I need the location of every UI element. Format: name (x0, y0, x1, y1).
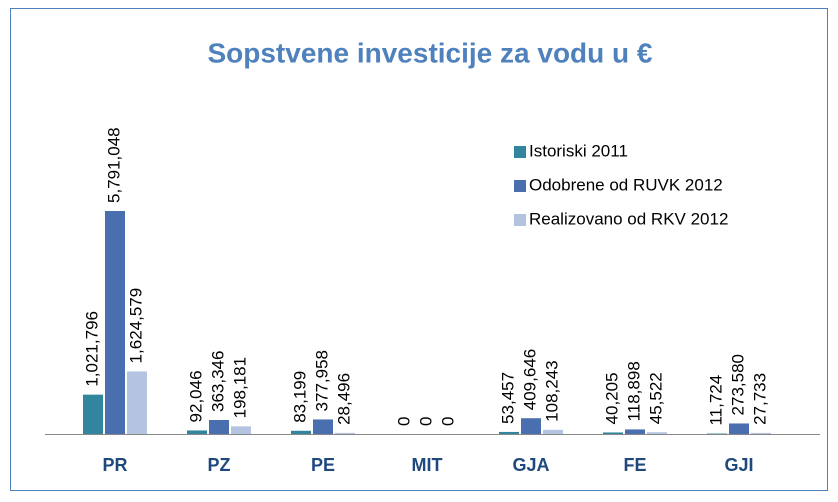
data-label: 45,522 (646, 372, 665, 424)
x-tick-label: GJI (724, 455, 753, 475)
chart-title: Sopstvene investicije za vodu u € (207, 37, 652, 68)
x-tick-label: MIT (412, 455, 443, 475)
bar (209, 420, 229, 434)
data-label: 1,021,796 (82, 311, 101, 387)
data-label: 1,624,579 (126, 288, 145, 364)
bar (729, 423, 749, 434)
data-label: 108,243 (542, 360, 561, 421)
legend-label: Realizovano od RKV 2012 (529, 209, 728, 228)
bar (543, 429, 563, 434)
x-tick-label: PR (102, 455, 127, 475)
bar (647, 432, 667, 434)
legend-label: Istoriski 2011 (529, 141, 628, 160)
data-label: 40,205 (602, 372, 621, 424)
legend-swatch (514, 180, 526, 192)
bar (291, 430, 311, 434)
bar (187, 430, 207, 434)
data-label: 118,898 (624, 361, 643, 421)
x-tick-label: FE (623, 455, 646, 475)
data-label: 53,457 (498, 372, 517, 424)
data-label: 273,580 (728, 354, 747, 415)
data-label: 198,181 (230, 357, 249, 418)
bar (231, 426, 251, 434)
data-label: 363,346 (208, 351, 227, 412)
bar (751, 432, 771, 434)
bar (83, 394, 103, 434)
bar (499, 431, 519, 434)
data-label: 28,496 (334, 373, 353, 425)
bar (335, 432, 355, 434)
x-tick-label: GJA (512, 455, 549, 475)
data-label: 0 (394, 417, 413, 426)
data-label: 377,958 (312, 350, 331, 411)
data-label: 5,791,048 (104, 127, 123, 203)
data-label: 92,046 (186, 370, 205, 422)
bar (603, 432, 623, 434)
bar (105, 211, 125, 434)
x-tick-label: PZ (207, 455, 230, 475)
bar (521, 418, 541, 434)
data-label: 0 (438, 417, 457, 426)
legend-swatch (514, 146, 526, 158)
data-label: 27,733 (750, 373, 769, 425)
data-label: 409,646 (520, 349, 539, 410)
data-label: 11,724 (706, 375, 725, 426)
legend-swatch (514, 214, 526, 226)
data-label: 0 (416, 417, 435, 426)
data-label: 83,199 (290, 371, 309, 423)
legend-label: Odobrene od RUVK 2012 (529, 175, 723, 194)
bar (313, 419, 333, 434)
bar (127, 371, 147, 434)
bar (625, 429, 645, 434)
x-tick-label: PE (311, 455, 335, 475)
